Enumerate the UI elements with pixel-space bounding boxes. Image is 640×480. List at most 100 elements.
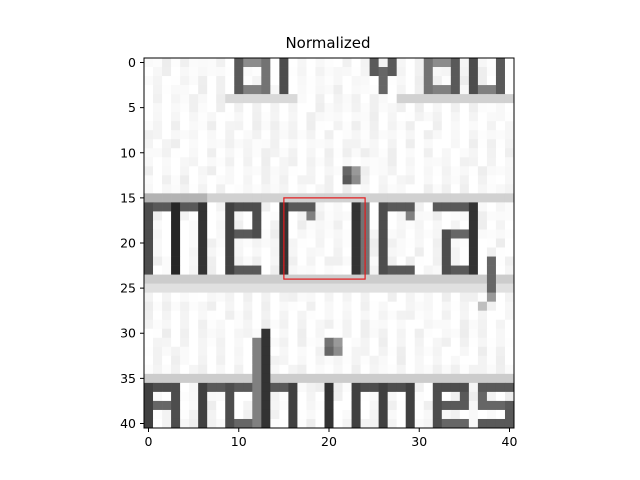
image-pixel [459, 355, 470, 366]
image-pixel [279, 310, 289, 321]
image-pixel [378, 256, 388, 266]
image-pixel [504, 220, 514, 230]
image-pixel [450, 391, 461, 402]
image-pixel [477, 400, 488, 411]
image-pixel [450, 157, 461, 167]
image-pixel [495, 184, 506, 194]
image-pixel [333, 328, 343, 339]
image-pixel [180, 184, 190, 194]
image-pixel [405, 274, 416, 284]
image-pixel [441, 301, 452, 312]
image-pixel [342, 382, 352, 393]
image-pixel [504, 418, 514, 428]
image-pixel [396, 337, 407, 348]
image-pixel [144, 211, 154, 221]
image-pixel [342, 364, 352, 375]
image-pixel [270, 184, 280, 194]
image-pixel [270, 247, 280, 257]
image-pixel [243, 247, 253, 257]
image-pixel [306, 220, 316, 230]
image-pixel [369, 301, 379, 312]
image-pixel [351, 148, 361, 158]
image-pixel [504, 310, 514, 321]
image-pixel [252, 184, 262, 194]
image-pixel [378, 337, 388, 348]
image-pixel [468, 247, 479, 257]
image-pixel [342, 184, 352, 194]
image-pixel [243, 382, 253, 393]
image-pixel [315, 346, 325, 357]
image-pixel [432, 391, 443, 402]
image-pixel [477, 301, 488, 312]
image-pixel [297, 130, 307, 140]
image-pixel [396, 283, 407, 293]
image-pixel [351, 256, 361, 266]
image-pixel [144, 274, 154, 284]
image-pixel [504, 346, 514, 357]
image-pixel [297, 157, 307, 167]
image-pixel [171, 364, 181, 375]
image-pixel [486, 337, 497, 348]
image-pixel [288, 409, 298, 420]
image-pixel [189, 346, 199, 357]
image-pixel [477, 292, 488, 302]
image-pixel [189, 76, 199, 86]
image-pixel [495, 76, 506, 86]
image-pixel [162, 184, 172, 194]
image-pixel [288, 202, 298, 212]
image-pixel [369, 247, 379, 257]
image-pixel [261, 301, 271, 312]
image-pixel [162, 103, 172, 113]
image-pixel [171, 193, 181, 203]
image-pixel [414, 265, 425, 275]
image-pixel [414, 112, 425, 122]
image-pixel [396, 391, 407, 402]
image-pixel [396, 193, 407, 203]
image-pixel [207, 112, 217, 122]
image-pixel [378, 364, 388, 375]
image-pixel [198, 184, 208, 194]
image-pixel [297, 202, 307, 212]
image-pixel [297, 328, 307, 339]
image-pixel [180, 193, 190, 203]
image-pixel [441, 121, 452, 131]
image-pixel [297, 409, 307, 420]
image-pixel [441, 265, 452, 275]
image-pixel [477, 193, 488, 203]
image-pixel [414, 391, 425, 402]
image-pixel [261, 265, 271, 275]
image-pixel [477, 256, 488, 266]
image-pixel [360, 364, 370, 375]
image-pixel [144, 58, 154, 68]
image-pixel [288, 112, 298, 122]
image-pixel [324, 292, 334, 302]
image-pixel [414, 103, 425, 113]
image-pixel [378, 319, 388, 330]
image-pixel [306, 283, 316, 293]
image-pixel [144, 85, 154, 95]
image-pixel [432, 139, 443, 149]
image-pixel [450, 148, 461, 158]
image-pixel [207, 346, 217, 357]
image-pixel [234, 382, 244, 393]
image-pixel [180, 220, 190, 230]
image-pixel [279, 139, 289, 149]
image-pixel [441, 247, 452, 257]
image-pixel [288, 319, 298, 330]
image-pixel [324, 67, 334, 77]
image-pixel [477, 112, 488, 122]
image-pixel [459, 157, 470, 167]
image-pixel [234, 211, 244, 221]
image-pixel [252, 193, 262, 203]
image-pixel [387, 85, 398, 95]
image-pixel [423, 328, 434, 339]
image-pixel [324, 148, 334, 158]
image-pixel [162, 319, 172, 330]
image-pixel [396, 292, 407, 302]
image-pixel [279, 58, 289, 68]
image-pixel [351, 157, 361, 167]
image-pixel [387, 67, 398, 77]
image-pixel [243, 328, 253, 339]
image-pixel [414, 58, 425, 68]
image-pixel [189, 211, 199, 221]
